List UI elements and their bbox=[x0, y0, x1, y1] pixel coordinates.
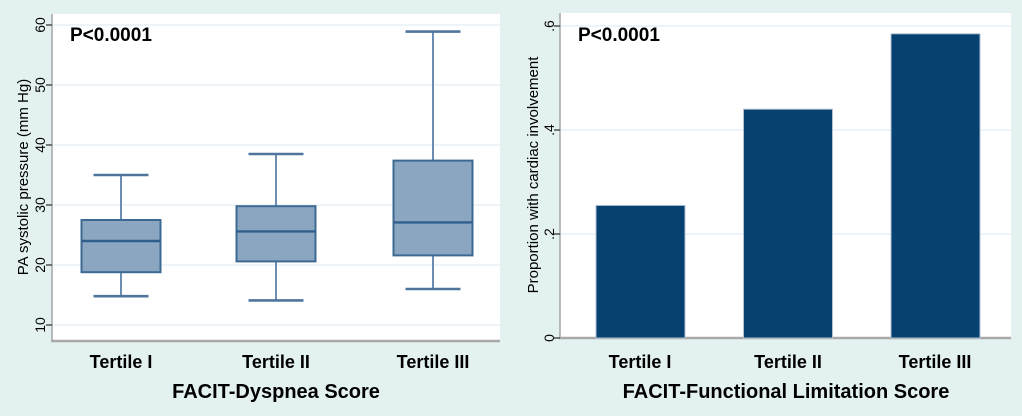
iqr-box bbox=[235, 205, 317, 263]
y-tick-label: 10 bbox=[32, 317, 48, 333]
boxplot-canvas: 10 20 30 40 50 60 bbox=[32, 14, 500, 343]
category-label-tertile-3: Tertile III bbox=[396, 352, 470, 372]
category-label-tertile-2: Tertile II bbox=[754, 352, 822, 372]
bar bbox=[890, 33, 981, 339]
x-axis-title: FACIT-Functional Limitation Score bbox=[622, 381, 950, 403]
category-label-tertile-1: Tertile I bbox=[89, 352, 153, 372]
y-tick-label: .2 bbox=[541, 228, 557, 240]
y-tick-label: 50 bbox=[32, 77, 48, 93]
category-label-tertile-1: Tertile I bbox=[608, 352, 672, 372]
iqr-box bbox=[392, 159, 474, 257]
category-label-tertile-3: Tertile III bbox=[898, 352, 972, 372]
pvalue-annotation: P<0.0001 bbox=[578, 25, 660, 46]
barchart-canvas: 0 .2 .4 .6 bbox=[541, 13, 1011, 342]
iqr-box bbox=[80, 219, 162, 274]
y-tick-label: 30 bbox=[32, 197, 48, 213]
bar bbox=[595, 204, 686, 339]
y-tick-label: .4 bbox=[541, 124, 557, 136]
y-axis-title: Proportion with cardiac involvement bbox=[525, 56, 542, 294]
y-tick-label: 60 bbox=[32, 17, 48, 33]
y-tick-label: 40 bbox=[32, 137, 48, 153]
x-axis-title: FACIT-Dyspnea Score bbox=[172, 381, 380, 403]
bar bbox=[743, 108, 833, 339]
y-tick-label: .6 bbox=[541, 20, 557, 32]
y-tick-label: 20 bbox=[32, 257, 48, 273]
category-label-tertile-2: Tertile II bbox=[242, 352, 310, 372]
boxplot-panel: 10 20 30 40 50 60 P<0.0001 PA systolic pressu… bbox=[15, 14, 500, 403]
barchart-panel: 0 .2 .4 .6 P<0.0001 Proportion with cardiac… bbox=[511, 0, 1022, 416]
y-axis-title: PA systolic pressure (mm Hg) bbox=[15, 78, 32, 276]
pvalue-annotation: P<0.0001 bbox=[70, 25, 152, 46]
y-tick-label: 0 bbox=[541, 334, 557, 342]
